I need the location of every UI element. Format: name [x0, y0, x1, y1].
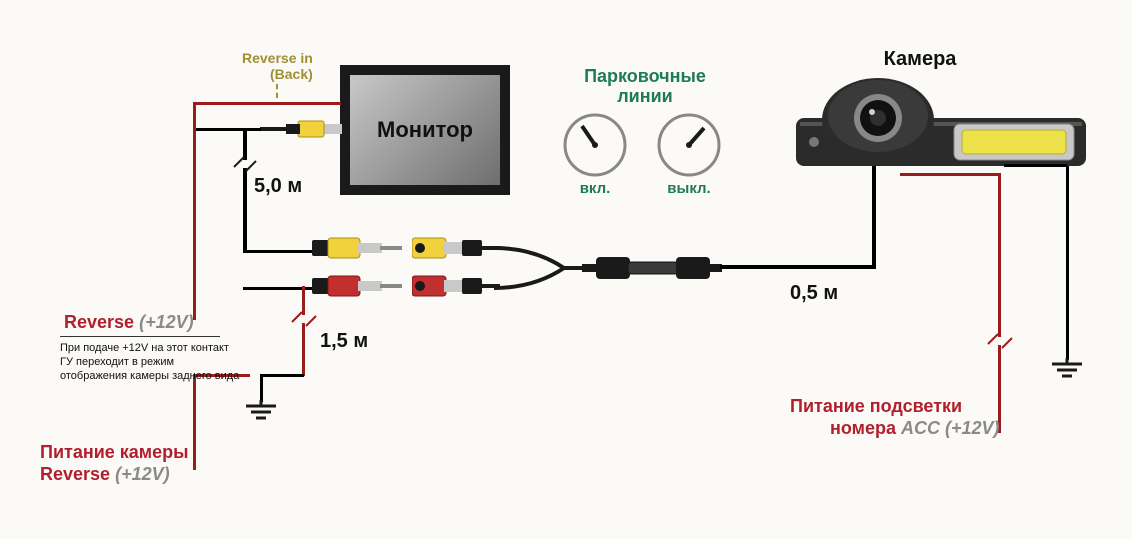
wire-cam-power-h — [900, 173, 1000, 176]
switch-off-label: выкл. — [656, 180, 722, 197]
reverse-in-dash — [276, 84, 278, 98]
break-mark-1 — [232, 155, 258, 173]
separator-line — [60, 336, 220, 337]
wire-campwr-v3 — [193, 374, 196, 470]
wire-campwr-gnd-v — [260, 374, 263, 402]
break-mark-3 — [986, 332, 1014, 350]
reverse-label: Reverse (+12V) — [64, 312, 194, 333]
wire-camera-signal-v — [872, 160, 876, 269]
wire-campwr-gnd-h — [262, 374, 304, 377]
rca-yellow-monitor — [260, 118, 342, 140]
light-power-label-2b: ACC (+12V) — [901, 418, 1000, 438]
camera-power-label-2b: (+12V) — [115, 464, 170, 484]
reverse-in-label-1: Reverse in — [242, 50, 313, 66]
rca-red-male-left — [312, 274, 402, 298]
monitor-label: Монитор — [340, 117, 510, 143]
camera-power-label-1: Питание камеры — [40, 442, 189, 463]
wire-cam-ground-h — [1004, 164, 1067, 167]
inline-coupler — [582, 254, 722, 282]
wire-bundle-to-plugs — [243, 250, 315, 253]
camera-unit — [796, 76, 1086, 172]
rca-red-female-right — [412, 274, 500, 298]
length-5m: 5,0 м — [254, 175, 302, 198]
note-line-2: ГУ переходит в режим — [60, 356, 174, 368]
reverse-label-val: (+12V) — [139, 312, 194, 332]
light-power-label-1: Питание подсветки — [790, 396, 962, 417]
rca-yellow-male-left — [312, 236, 402, 260]
rca-yellow-female-right — [412, 236, 500, 260]
break-mark-2 — [290, 310, 318, 328]
length-15m: 1,5 м — [320, 330, 368, 353]
wire-y-join — [494, 244, 584, 292]
switch-on-icon — [562, 112, 628, 178]
camera-title: Камера — [830, 48, 1010, 71]
reverse-in-label-2: (Back) — [270, 66, 313, 82]
wire-monitor-signal-h — [195, 128, 261, 131]
note-line-1: При подаче +12V на этот контакт — [60, 342, 229, 354]
camera-power-label-2a: Reverse — [40, 464, 110, 484]
switch-off-icon — [656, 112, 722, 178]
note-line-3: отображения камеры заднего вида — [60, 370, 239, 382]
wire-campwr-v2 — [302, 336, 305, 376]
parking-lines-title-2: линии — [550, 86, 740, 107]
ground-symbol-right — [1050, 358, 1084, 382]
light-power-label-2a: номера — [830, 418, 896, 438]
switch-on-label: вкл. — [562, 180, 628, 197]
wire-cam-ground-v — [1066, 166, 1069, 360]
reverse-label-word: Reverse — [64, 312, 134, 332]
light-power-label-2: номера ACC (+12V) — [830, 418, 1000, 439]
wire-reverse-sense-v — [193, 102, 196, 320]
length-05m: 0,5 м — [790, 282, 838, 305]
parking-lines-title-1: Парковочные — [550, 66, 740, 87]
wire-cam-power-v — [998, 173, 1001, 433]
ground-symbol-left — [244, 400, 278, 424]
wire-camera-signal-h — [720, 265, 875, 269]
camera-power-label-2: Reverse (+12V) — [40, 464, 170, 485]
wire-bundle-v — [243, 128, 247, 253]
wire-reverse-sense-h — [196, 102, 341, 105]
